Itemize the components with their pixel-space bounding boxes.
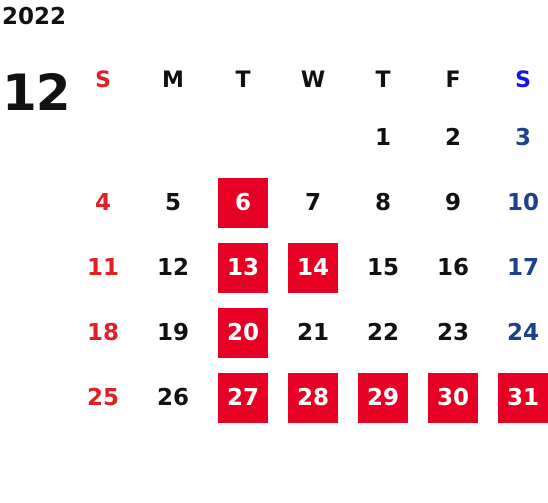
day-cell: 26 — [138, 365, 208, 430]
day-number: 14 — [288, 242, 338, 293]
day-number — [148, 113, 198, 163]
day-cell: 29 — [348, 365, 418, 430]
day-cell: 10 — [488, 170, 548, 235]
empty-day-cell — [138, 105, 208, 170]
weekday-header-friday: F — [418, 55, 488, 105]
weekday-header-wednesday: W — [278, 55, 348, 105]
weekday-label: T — [235, 67, 251, 93]
day-number: 18 — [86, 319, 119, 346]
day-cell: 15 — [348, 235, 418, 300]
day-cell: 7 — [278, 170, 348, 235]
empty-day-cell — [68, 105, 138, 170]
day-number: 24 — [506, 319, 539, 346]
day-number: 1 — [374, 124, 391, 151]
day-number: 8 — [374, 189, 391, 216]
weekday-label: M — [162, 67, 184, 93]
day-cell: 27 — [208, 365, 278, 430]
day-cell: 20 — [208, 300, 278, 365]
day-cell: 19 — [138, 300, 208, 365]
weekday-label: S — [95, 67, 111, 93]
day-number: 12 — [156, 254, 189, 281]
day-cell: 6 — [208, 170, 278, 235]
day-number: 20 — [218, 307, 268, 358]
day-cell: 2 — [418, 105, 488, 170]
day-cell: 14 — [278, 235, 348, 300]
weekday-header-monday: M — [138, 55, 208, 105]
calendar-grid: S M T W T F S 1 2 3 4 5 6 7 8 9 10 11 12 13 14 15 16 17 1… — [68, 55, 548, 430]
day-number: 4 — [94, 189, 111, 216]
day-number: 9 — [444, 189, 461, 216]
day-number: 7 — [304, 189, 321, 216]
weekday-header-saturday: S — [488, 55, 548, 105]
day-cell: 3 — [488, 105, 548, 170]
day-number: 17 — [506, 254, 539, 281]
day-cell: 28 — [278, 365, 348, 430]
weekday-label: W — [300, 67, 326, 93]
month-number: 12 — [2, 64, 71, 122]
day-cell: 16 — [418, 235, 488, 300]
day-cell: 5 — [138, 170, 208, 235]
day-number: 23 — [436, 319, 469, 346]
day-number: 28 — [288, 372, 338, 423]
day-number: 29 — [358, 372, 408, 423]
day-cell: 23 — [418, 300, 488, 365]
day-cell: 13 — [208, 235, 278, 300]
day-cell: 31 — [488, 365, 548, 430]
empty-day-cell — [278, 105, 348, 170]
day-number: 10 — [506, 189, 539, 216]
day-cell: 24 — [488, 300, 548, 365]
day-number: 21 — [296, 319, 329, 346]
weekday-label: S — [515, 67, 531, 93]
day-cell: 25 — [68, 365, 138, 430]
day-number — [218, 113, 268, 163]
day-number: 27 — [218, 372, 268, 423]
day-cell: 30 — [418, 365, 488, 430]
day-number: 25 — [86, 384, 119, 411]
day-cell: 12 — [138, 235, 208, 300]
empty-day-cell — [208, 105, 278, 170]
day-number: 30 — [428, 372, 478, 423]
day-number: 31 — [498, 372, 548, 423]
year-label: 2022 — [2, 4, 67, 30]
day-number: 3 — [514, 124, 531, 151]
day-cell: 18 — [68, 300, 138, 365]
day-number: 5 — [164, 189, 181, 216]
day-number: 16 — [436, 254, 469, 281]
day-cell: 9 — [418, 170, 488, 235]
day-cell: 17 — [488, 235, 548, 300]
day-number: 6 — [218, 177, 268, 228]
weekday-header-sunday: S — [68, 55, 138, 105]
day-cell: 4 — [68, 170, 138, 235]
day-cell: 1 — [348, 105, 418, 170]
weekday-label: T — [375, 67, 391, 93]
day-number: 22 — [366, 319, 399, 346]
day-number: 15 — [366, 254, 399, 281]
weekday-label: F — [445, 67, 461, 93]
day-cell: 22 — [348, 300, 418, 365]
day-number: 26 — [156, 384, 189, 411]
day-number: 2 — [444, 124, 461, 151]
day-number — [78, 113, 128, 163]
day-number: 13 — [218, 242, 268, 293]
day-number: 19 — [156, 319, 189, 346]
weekday-header-tuesday: T — [208, 55, 278, 105]
day-number: 11 — [86, 254, 119, 281]
day-cell: 21 — [278, 300, 348, 365]
day-cell: 8 — [348, 170, 418, 235]
day-cell: 11 — [68, 235, 138, 300]
day-number — [288, 113, 338, 163]
weekday-header-thursday: T — [348, 55, 418, 105]
